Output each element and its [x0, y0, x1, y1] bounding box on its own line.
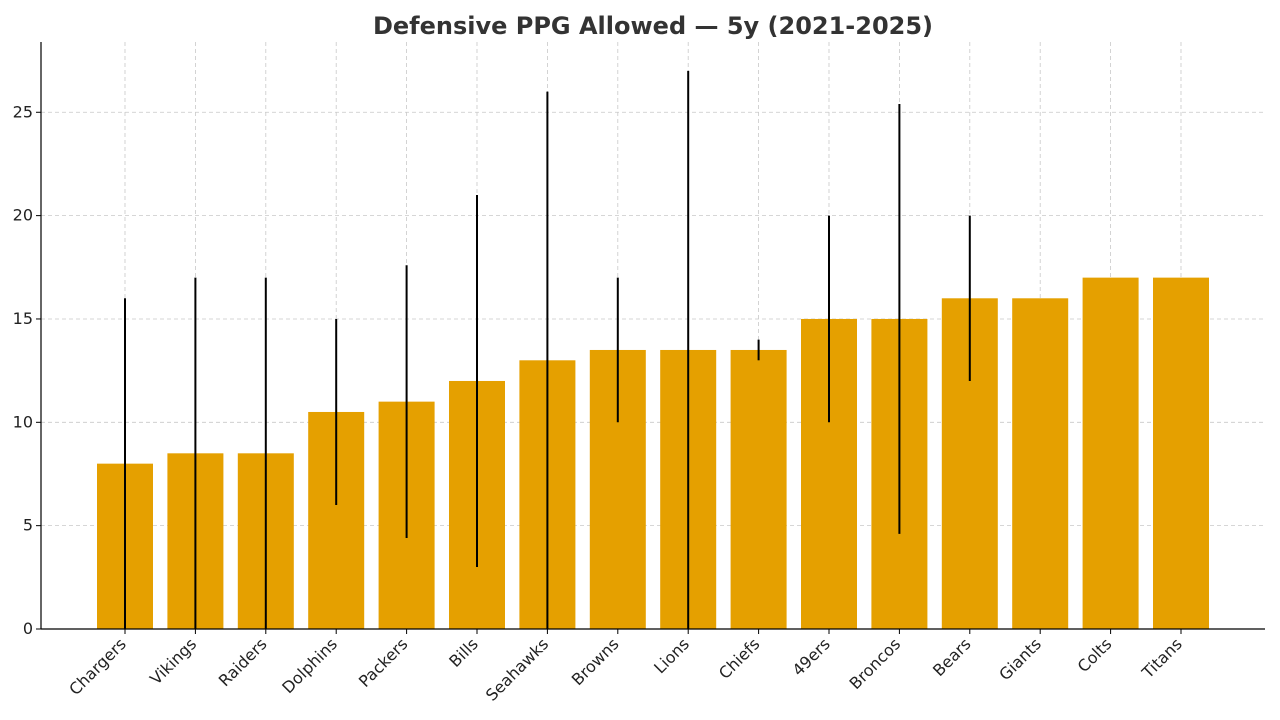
x-tick-label: Raiders [215, 634, 271, 690]
x-tick-label: Packers [355, 634, 412, 691]
y-tick-label: 5 [23, 516, 33, 535]
x-tick-label: Browns [568, 634, 623, 689]
bar [730, 349, 787, 629]
x-tick-label: Titans [1138, 634, 1186, 682]
chart-title: Defensive PPG Allowed — 5y (2021-2025) [373, 12, 933, 40]
grid-lines [41, 42, 1265, 629]
axes [36, 42, 1265, 634]
x-tick-label: Dolphins [278, 634, 341, 697]
y-tick-labels: 0 5 10 15 20 25 [13, 102, 33, 638]
x-tick-label: Vikings [146, 634, 200, 688]
x-tick-label: Lions [650, 634, 693, 677]
y-tick-label: 0 [23, 619, 33, 638]
x-tick-labels: Chargers Vikings Raiders Dolphins Packers Bil… [65, 634, 1186, 704]
bar [1153, 277, 1209, 629]
x-tick-label: 49ers [788, 634, 833, 679]
bars [97, 277, 1209, 629]
x-tick-label: Bears [929, 634, 975, 680]
bar [1082, 277, 1139, 629]
error-bars [124, 70, 971, 629]
x-tick-label: Colts [1074, 634, 1116, 676]
y-tick-label: 15 [13, 309, 33, 328]
y-tick-label: 25 [13, 102, 33, 121]
x-tick-label: Broncos [845, 634, 904, 693]
x-tick-label: Giants [995, 634, 1045, 684]
x-tick-label: Seahawks [482, 634, 552, 704]
x-tick-label: Chiefs [715, 634, 763, 682]
y-tick-label: 10 [13, 412, 33, 431]
y-tick-label: 20 [13, 206, 33, 225]
x-tick-label: Chargers [65, 634, 130, 699]
bar [1012, 298, 1069, 629]
x-tick-label: Bills [445, 634, 482, 671]
